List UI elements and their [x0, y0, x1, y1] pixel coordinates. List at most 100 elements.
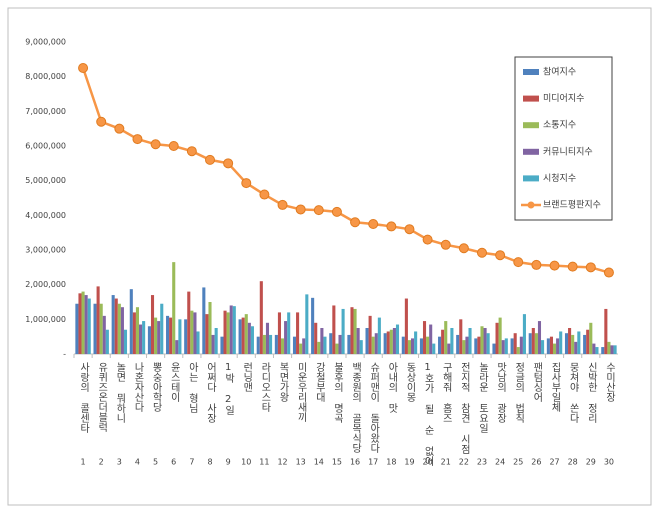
bar: [613, 345, 617, 354]
bar: [607, 341, 611, 354]
bar: [277, 312, 281, 354]
bar: [99, 303, 103, 354]
bar: [178, 319, 182, 354]
bar: [135, 307, 140, 354]
bar: [196, 331, 200, 354]
bar: [392, 328, 396, 354]
line-marker: [313, 205, 324, 216]
bar: [265, 322, 270, 354]
bar: [223, 310, 227, 354]
y-tick-label: 9,000,000: [25, 38, 66, 47]
legend-swatch: [523, 95, 539, 102]
bar: [401, 336, 405, 354]
y-tick-label: 1,000,000: [25, 315, 66, 324]
rank-label: 29: [586, 458, 596, 467]
x-tick-label: 나혼자산다: [132, 362, 144, 413]
bar: [389, 329, 393, 354]
bar: [462, 340, 466, 354]
bar: [93, 303, 97, 354]
bar: [407, 340, 412, 354]
bar: [117, 303, 121, 354]
line-marker: [386, 221, 397, 232]
bar: [353, 308, 357, 354]
rank-label: 28: [568, 458, 578, 467]
bar: [193, 312, 197, 354]
bar: [432, 343, 436, 354]
x-tick-label: 라디오스타: [259, 362, 271, 413]
bar: [287, 312, 291, 354]
line-marker: [223, 158, 234, 169]
rank-label: 25: [513, 458, 523, 467]
bar: [302, 338, 306, 354]
bar: [552, 343, 557, 354]
rank-label: 12: [277, 458, 287, 467]
x-tick-label: 뽕숭아학당: [150, 362, 162, 412]
line-marker: [259, 189, 270, 200]
bar: [259, 281, 263, 354]
y-tick-label: 7,000,000: [25, 107, 66, 116]
bar: [247, 322, 251, 354]
bar: [549, 336, 553, 354]
x-tick-label: 백종원의 골목식당: [350, 362, 362, 453]
legend-swatch: [523, 69, 539, 75]
bar: [559, 331, 563, 354]
bar: [78, 293, 82, 354]
bar: [483, 328, 487, 354]
x-tick-label: 유퀴즈온더블럭: [96, 362, 108, 433]
legend-label: 미디어지수: [543, 93, 584, 104]
legend-swatch: [523, 175, 539, 182]
x-tick-label: 불후의 명곡: [331, 362, 343, 424]
bar: [147, 326, 151, 354]
bar: [411, 338, 415, 354]
legend-label: 브랜드평판지수: [543, 200, 601, 211]
rank-label: 30: [604, 458, 614, 467]
rank-label: 14: [314, 458, 324, 467]
bar: [84, 295, 88, 354]
bar: [150, 295, 155, 354]
bar: [465, 336, 469, 354]
rank-label: 21: [441, 458, 451, 467]
bar: [160, 303, 164, 354]
rank-label: 3: [117, 458, 122, 467]
bar: [371, 336, 375, 354]
legend-label: 시청지수: [543, 173, 576, 184]
bar: [241, 317, 245, 354]
line-marker: [603, 267, 614, 278]
bar: [262, 334, 266, 354]
bar: [190, 310, 194, 354]
line-marker: [78, 63, 89, 73]
legend-swatch: [527, 201, 535, 209]
bar: [232, 306, 236, 354]
rank-label: 6: [171, 458, 176, 467]
x-tick-label: 1호가 될 순 없어: [422, 362, 434, 467]
legend-label: 참여지수: [543, 66, 576, 78]
bar: [280, 338, 285, 354]
bar: [296, 312, 300, 354]
bar: [244, 314, 248, 354]
bar: [592, 343, 596, 354]
x-tick-label: 뭉쳐야 쏜다: [567, 362, 579, 424]
rank-label: 18: [386, 458, 396, 467]
bar: [120, 307, 124, 354]
line-marker: [458, 243, 469, 254]
y-tick-label: 2,000,000: [25, 280, 66, 289]
bar: [386, 331, 390, 354]
y-tick-label: -: [63, 350, 66, 359]
bar: [250, 326, 254, 354]
bar: [142, 321, 146, 354]
line-marker: [132, 134, 143, 145]
bar: [528, 333, 532, 354]
x-tick-label: 아내의 맛: [386, 362, 398, 413]
rank-label: 27: [549, 458, 559, 467]
rank-label: 4: [135, 458, 140, 467]
bar: [338, 334, 342, 354]
bar: [480, 326, 484, 354]
line-marker: [531, 259, 542, 270]
bar: [519, 336, 523, 354]
rank-label: 22: [459, 458, 469, 467]
line-marker: [440, 239, 451, 250]
bar: [341, 308, 345, 354]
bar: [404, 298, 408, 354]
bar: [329, 333, 333, 354]
